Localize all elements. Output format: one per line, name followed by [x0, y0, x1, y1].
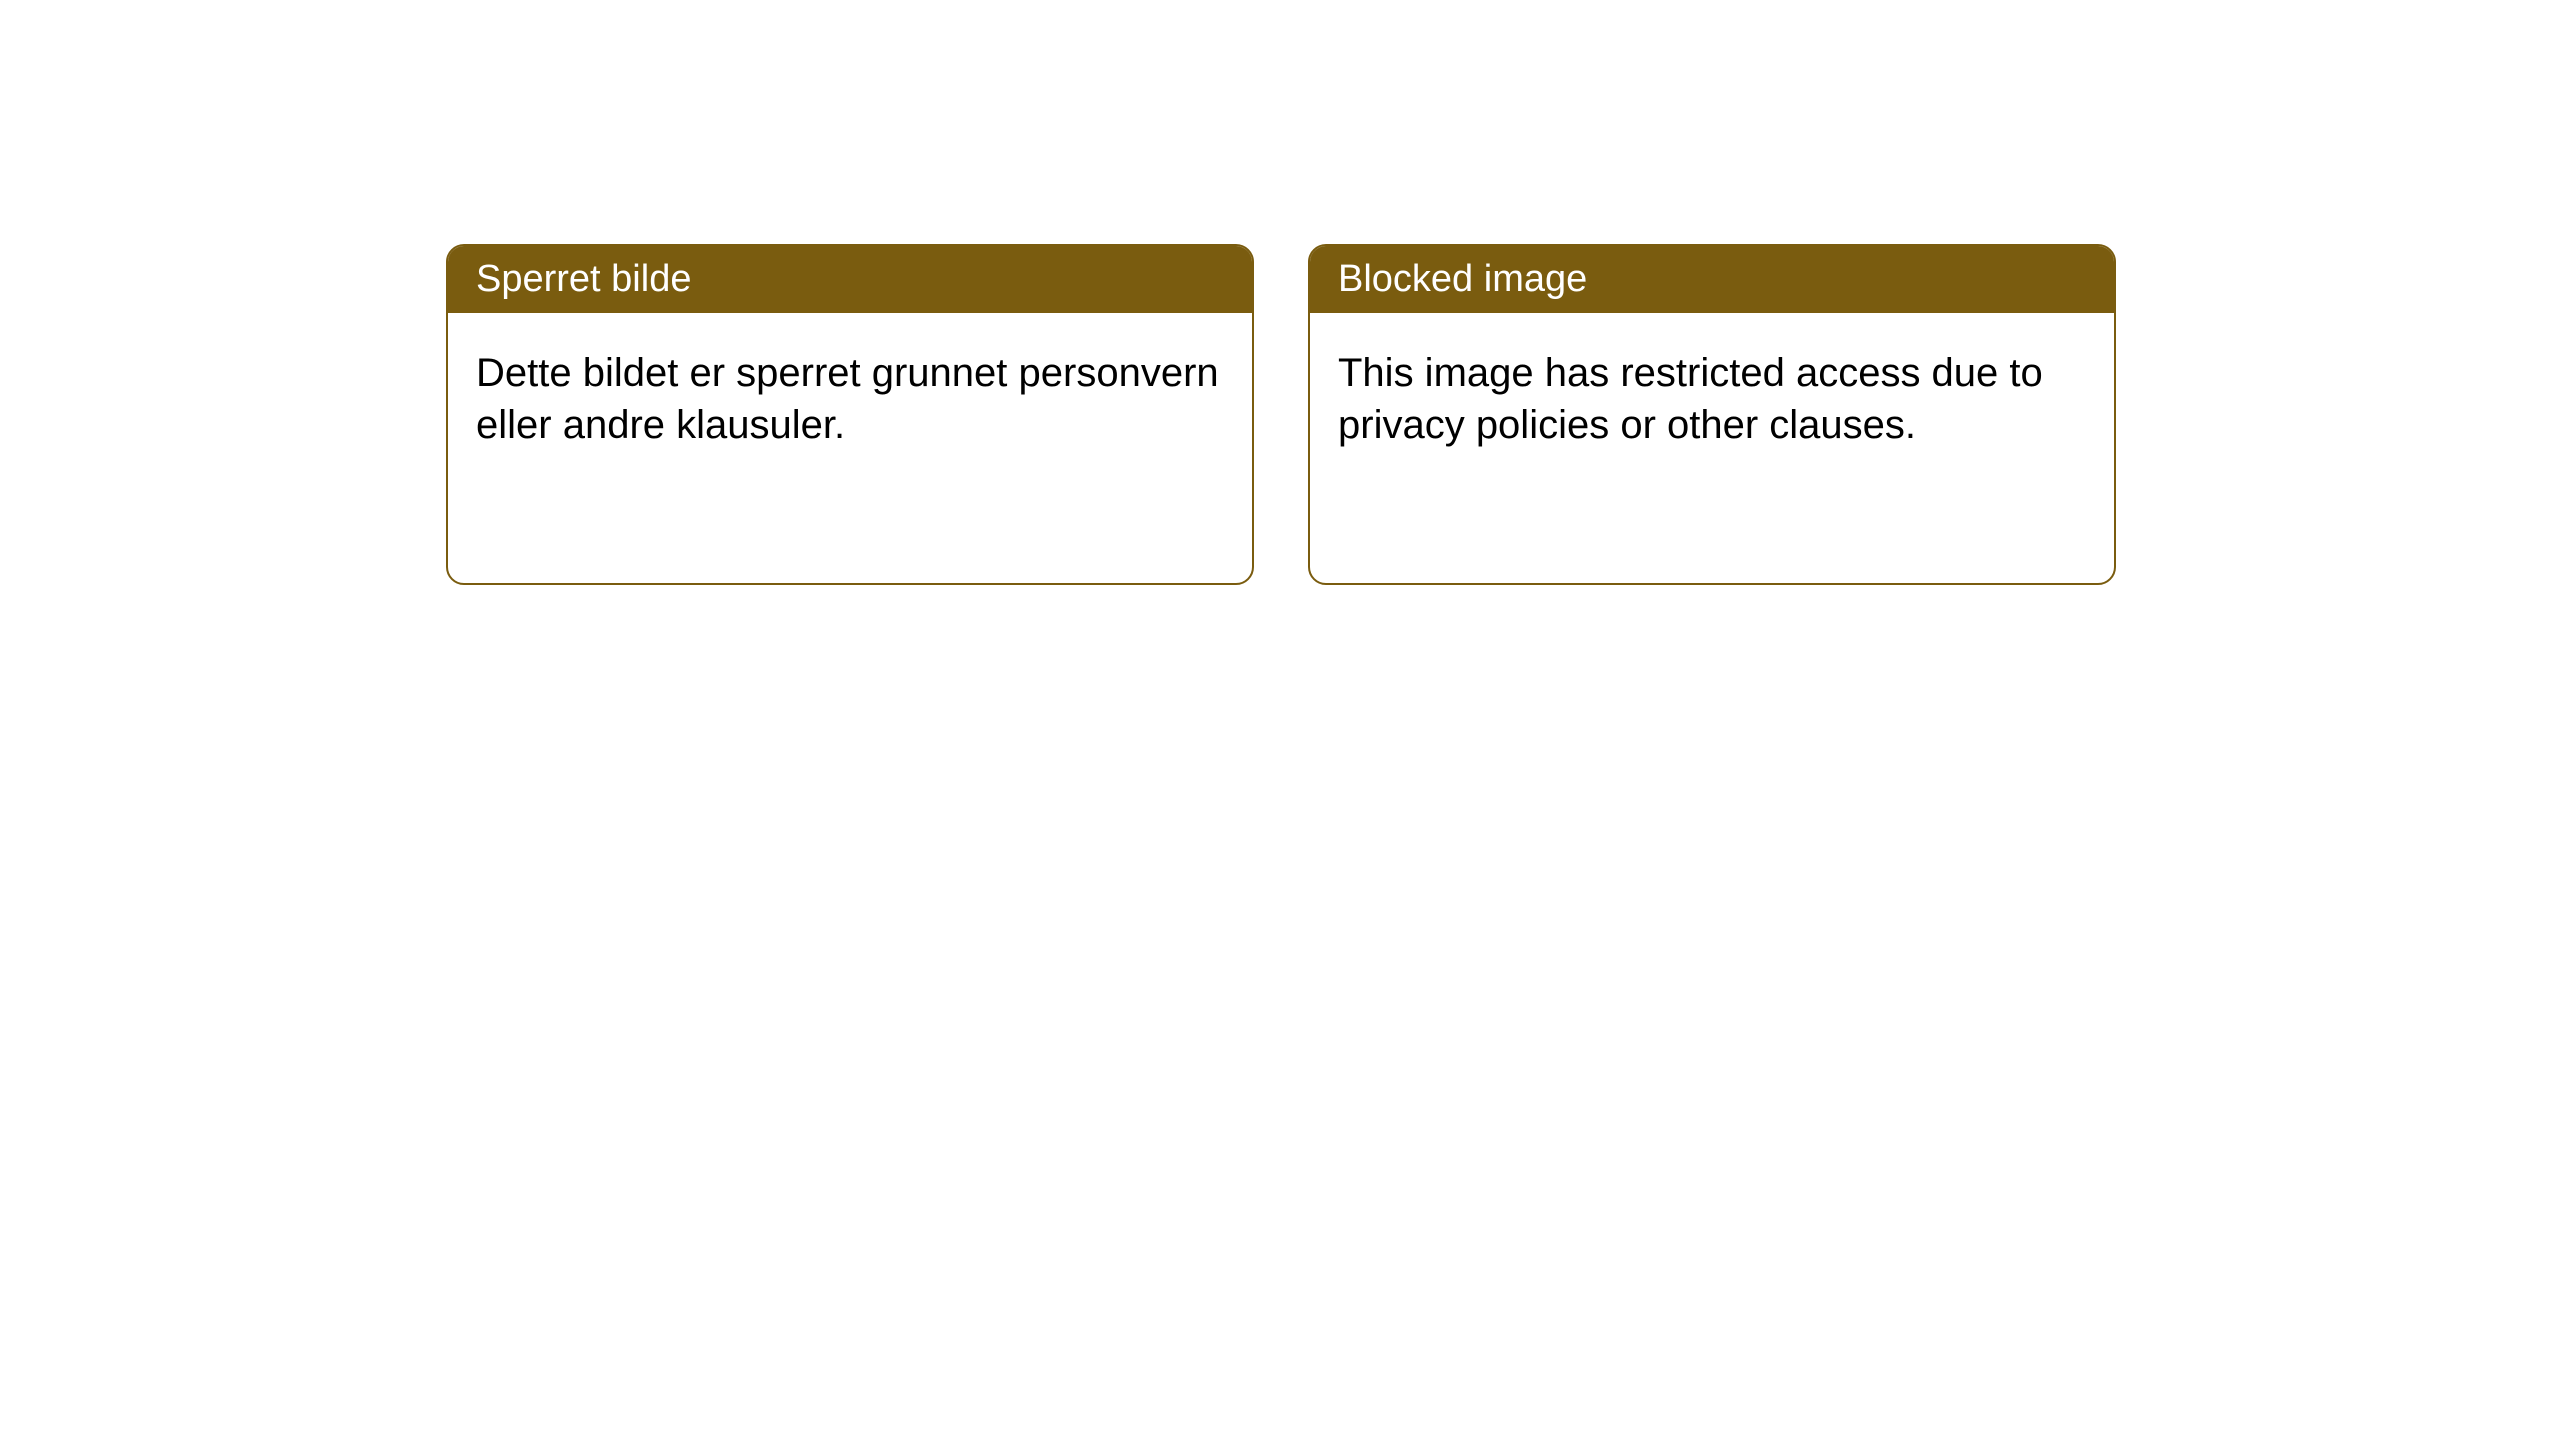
notice-title: Sperret bilde: [476, 258, 691, 300]
notice-text: Dette bildet er sperret grunnet personve…: [476, 351, 1219, 447]
notice-header: Blocked image: [1310, 246, 2114, 313]
notice-header: Sperret bilde: [448, 246, 1252, 313]
notice-title: Blocked image: [1338, 258, 1587, 300]
notice-body: Dette bildet er sperret grunnet personve…: [448, 313, 1252, 583]
notice-card-english: Blocked image This image has restricted …: [1308, 244, 2116, 585]
notice-card-norwegian: Sperret bilde Dette bildet er sperret gr…: [446, 244, 1254, 585]
notice-container: Sperret bilde Dette bildet er sperret gr…: [446, 244, 2116, 585]
notice-body: This image has restricted access due to …: [1310, 313, 2114, 583]
notice-text: This image has restricted access due to …: [1338, 351, 2043, 447]
